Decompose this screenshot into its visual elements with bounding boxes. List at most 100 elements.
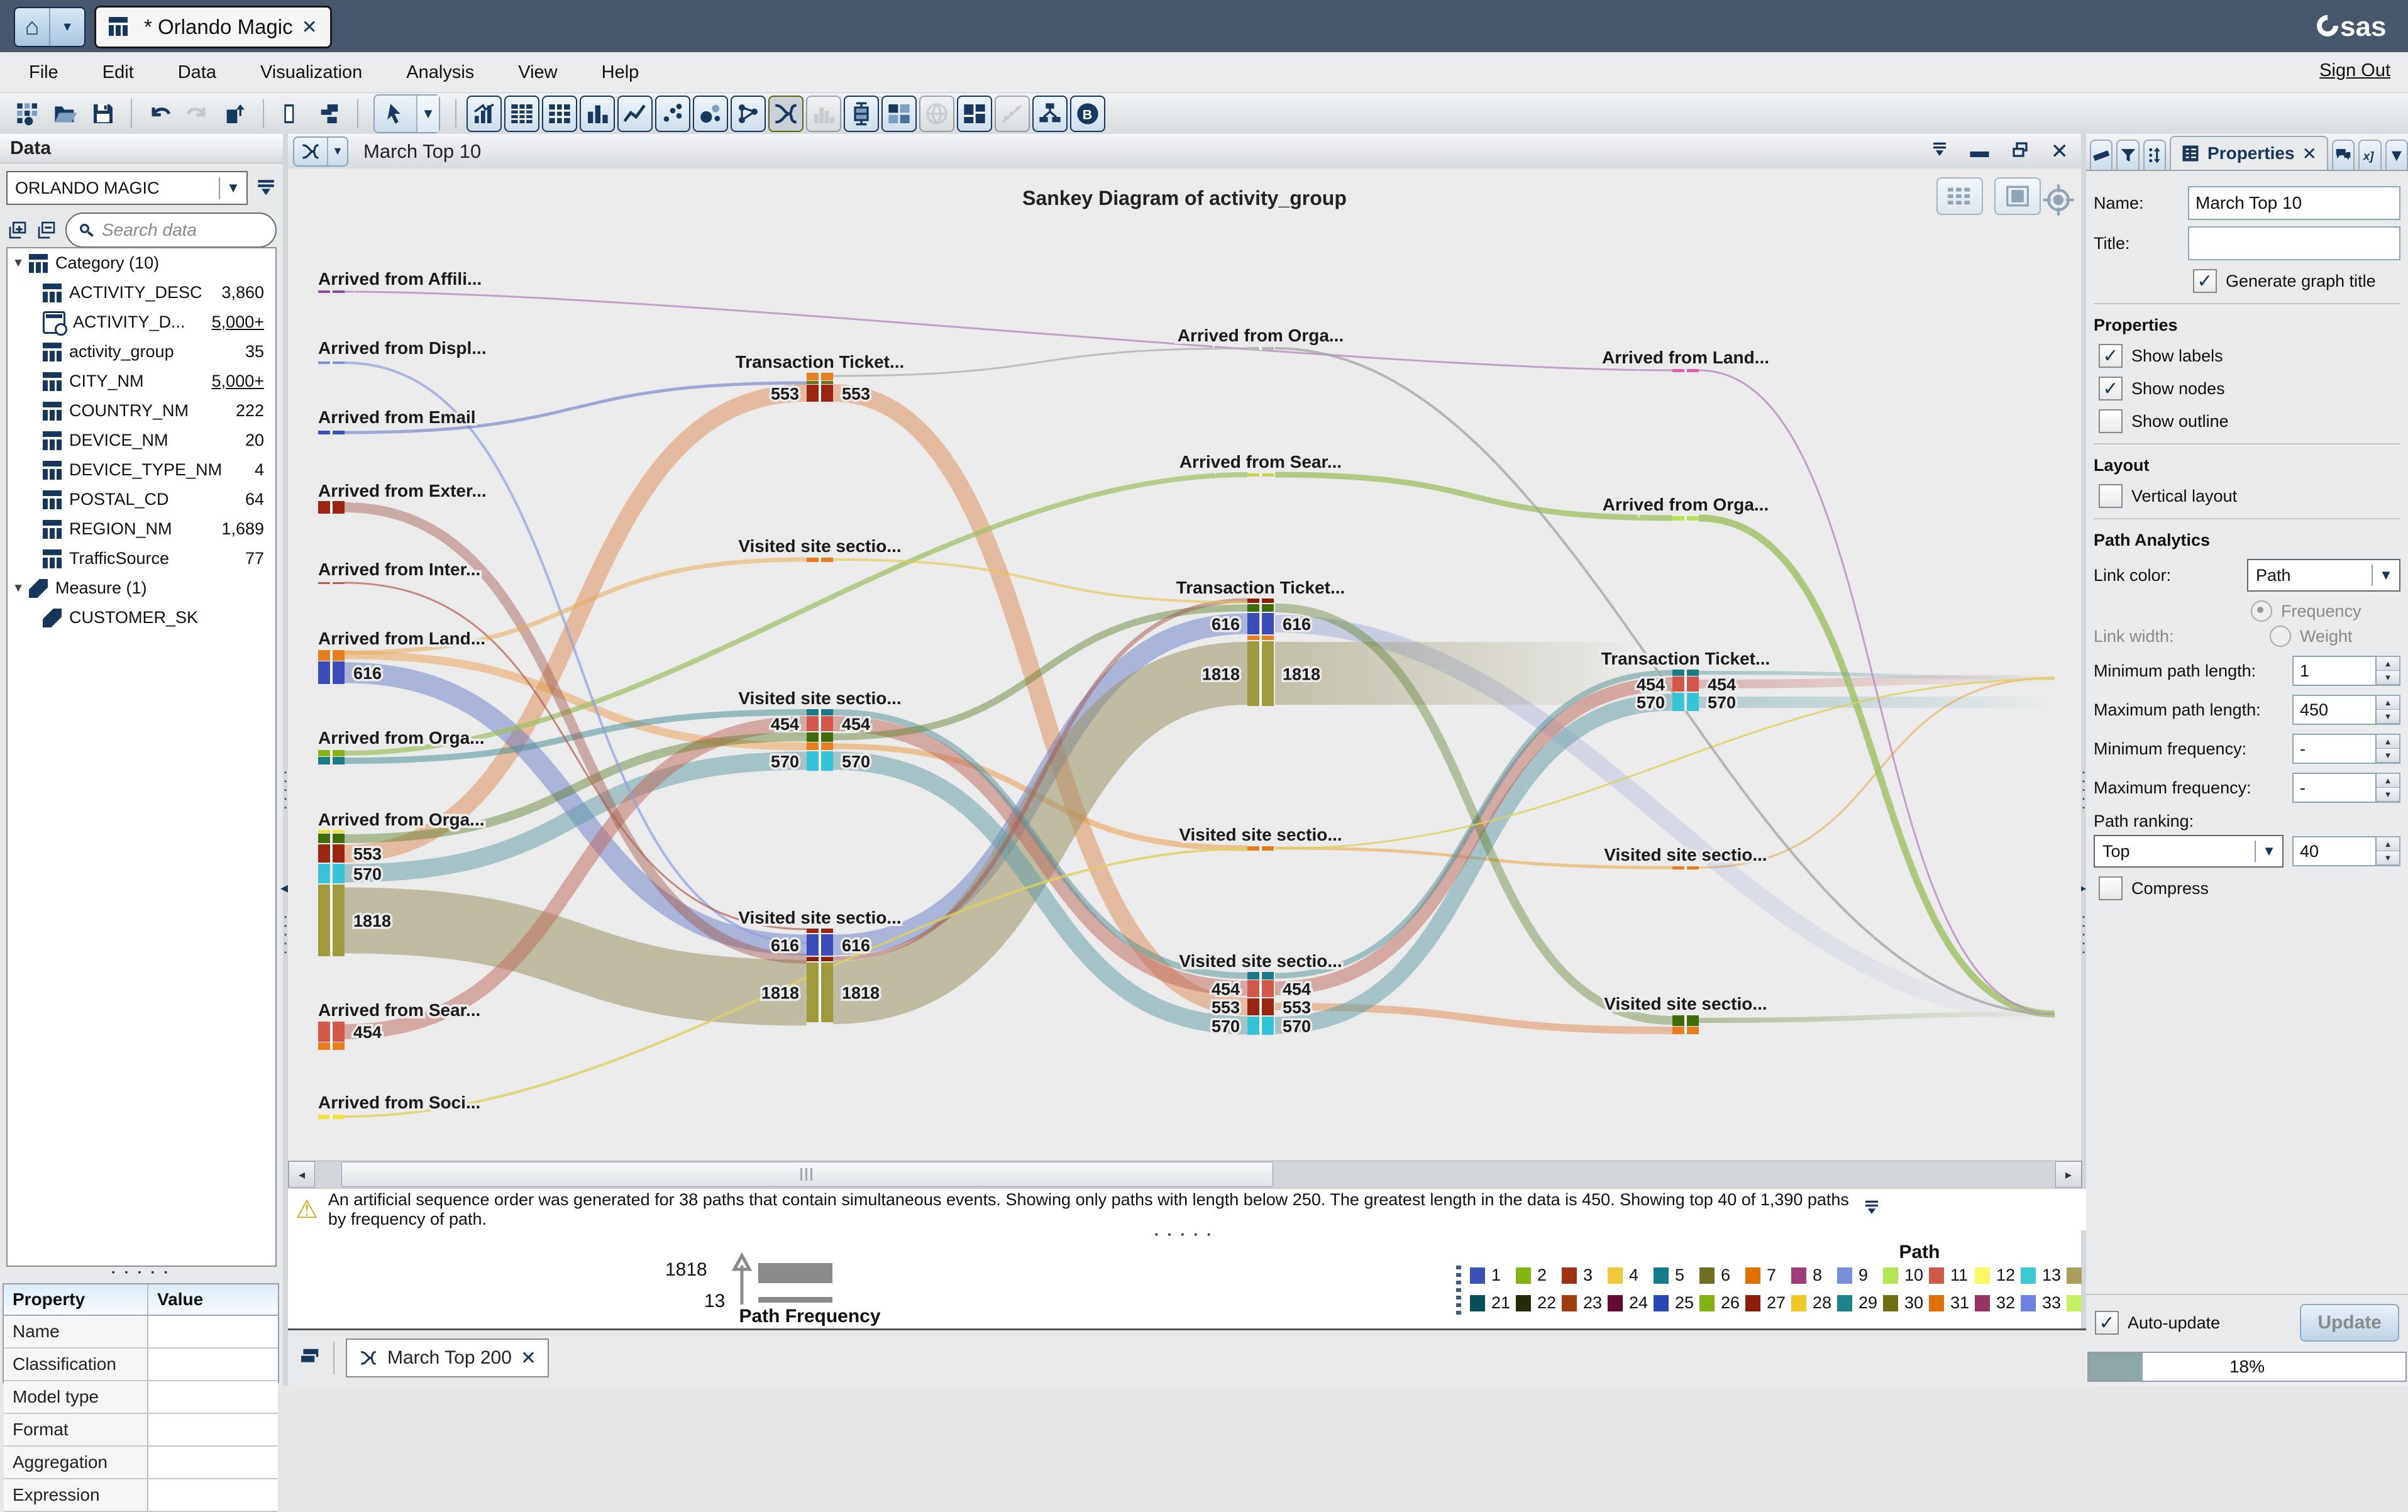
- disclosure-triangle-icon[interactable]: ▼: [8, 257, 29, 270]
- legend-toggle-button[interactable]: [1936, 177, 1983, 215]
- sankey-node[interactable]: [1672, 676, 1684, 692]
- left-splitter[interactable]: ▪▪▪▪▪ ◂ ▪▪▪▪▪: [283, 134, 288, 1386]
- sankey-node[interactable]: [318, 1042, 330, 1050]
- path-legend-item-9[interactable]: 9: [1837, 1266, 1868, 1285]
- sankey-node[interactable]: [318, 834, 330, 843]
- path-legend-item-24[interactable]: 24: [1608, 1293, 1648, 1313]
- sankey-node[interactable]: [318, 661, 330, 684]
- path-legend-item-21[interactable]: 21: [1470, 1293, 1510, 1313]
- sankey-node[interactable]: [318, 582, 330, 584]
- sankey-node[interactable]: [1687, 676, 1699, 692]
- sankey-node[interactable]: [1687, 1027, 1699, 1034]
- bubble-plot-button[interactable]: [693, 96, 728, 132]
- menu-file[interactable]: File: [29, 62, 58, 83]
- panel-resize-handle[interactable]: ▪ ▪ ▪ ▪ ▪: [0, 1267, 283, 1277]
- sankey-node[interactable]: [1672, 369, 1684, 372]
- sankey-node[interactable]: [1687, 866, 1699, 869]
- sankey-node[interactable]: [1262, 473, 1274, 477]
- tab-measures[interactable]: [2090, 140, 2113, 170]
- menu-edit[interactable]: Edit: [102, 62, 134, 83]
- sankey-node[interactable]: [807, 732, 819, 742]
- sankey-node[interactable]: [807, 963, 819, 1022]
- sankey-node[interactable]: [333, 582, 345, 584]
- max-path-length-stepper[interactable]: 450 ▲▼: [2292, 695, 2400, 725]
- tab-filters[interactable]: [2116, 140, 2139, 170]
- right-pane-toggle-button[interactable]: [312, 96, 347, 132]
- visualization-type-button[interactable]: ▼: [293, 136, 348, 167]
- generate-title-checkbox[interactable]: ✓: [2193, 269, 2217, 293]
- path-legend-item-28[interactable]: 28: [1791, 1293, 1831, 1313]
- step-down-icon[interactable]: ▼: [2377, 851, 2399, 865]
- sankey-node[interactable]: [1262, 613, 1274, 634]
- tree-item-customer-sk[interactable]: CUSTOMER_SK: [8, 603, 275, 632]
- step-up-icon[interactable]: ▲: [2377, 696, 2399, 710]
- close-window-icon[interactable]: ✕: [2051, 139, 2069, 164]
- sankey-node[interactable]: [1687, 693, 1699, 711]
- sankey-node[interactable]: [318, 757, 330, 764]
- sankey-node[interactable]: [807, 742, 819, 750]
- title-input[interactable]: [2188, 226, 2400, 260]
- path-ranking-count-stepper[interactable]: 40 ▲▼: [2292, 836, 2400, 866]
- sankey-node[interactable]: [318, 650, 330, 661]
- sankey-node[interactable]: [1687, 1015, 1699, 1026]
- data-options-icon[interactable]: [255, 177, 277, 199]
- treemap-button[interactable]: [957, 96, 992, 132]
- sankey-node[interactable]: [1672, 1015, 1684, 1026]
- sign-out-link[interactable]: Sign Out: [2319, 60, 2390, 81]
- show-labels-checkbox[interactable]: ✓: [2099, 344, 2123, 368]
- sankey-node[interactable]: [333, 431, 345, 434]
- menu-view[interactable]: View: [518, 62, 557, 83]
- sankey-node[interactable]: [1262, 641, 1274, 706]
- tab-properties[interactable]: Properties ✕: [2170, 136, 2328, 170]
- line-chart-button[interactable]: [617, 96, 653, 132]
- sankey-node[interactable]: [1247, 998, 1259, 1015]
- menu-analysis[interactable]: Analysis: [406, 62, 474, 83]
- path-legend-item-11[interactable]: 11: [1929, 1266, 1968, 1285]
- window-filter-icon[interactable]: [1930, 140, 1949, 162]
- sankey-node[interactable]: [333, 834, 345, 843]
- sankey-node[interactable]: [821, 742, 833, 750]
- chevron-down-icon[interactable]: ▼: [327, 138, 347, 165]
- sankey-node[interactable]: [1262, 998, 1274, 1015]
- sankey-node[interactable]: [821, 709, 833, 715]
- sankey-node[interactable]: [1247, 972, 1259, 979]
- new-report-button[interactable]: [10, 96, 45, 132]
- word-cloud-button[interactable]: B: [1070, 96, 1105, 132]
- sankey-node[interactable]: [333, 650, 345, 661]
- sankey-node[interactable]: [1247, 599, 1259, 603]
- sankey-node[interactable]: [318, 290, 330, 293]
- sankey-node[interactable]: [807, 929, 819, 933]
- sankey-node[interactable]: [1247, 347, 1259, 350]
- sankey-node[interactable]: [1672, 1027, 1684, 1034]
- minimize-icon[interactable]: ▬: [1970, 141, 1989, 162]
- close-document-icon[interactable]: ✕: [302, 16, 318, 38]
- sankey-node[interactable]: [821, 558, 833, 562]
- pointer-mode-button[interactable]: ▼: [373, 94, 440, 133]
- document-tab[interactable]: * Orlando Magic ✕: [94, 6, 332, 48]
- vertical-layout-checkbox[interactable]: [2099, 484, 2123, 508]
- sankey-link[interactable]: [1699, 370, 2055, 1014]
- restore-icon[interactable]: [2011, 140, 2030, 162]
- decision-tree-button[interactable]: [1032, 96, 1068, 132]
- path-legend-item-4[interactable]: 4: [1608, 1266, 1638, 1285]
- tab-expression[interactable]: x]: [2358, 140, 2381, 170]
- disclosure-triangle-icon[interactable]: ▼: [8, 582, 29, 595]
- sankey-node[interactable]: [1262, 599, 1274, 603]
- min-frequency-stepper[interactable]: - ▲▼: [2292, 734, 2400, 764]
- filter-details-icon[interactable]: [1862, 1198, 2089, 1222]
- sankey-node[interactable]: [1247, 604, 1259, 612]
- path-ranking-count-value[interactable]: 40: [2292, 836, 2377, 866]
- sankey-node[interactable]: [318, 885, 330, 956]
- pan-target-icon[interactable]: [2041, 182, 2076, 221]
- step-up-icon[interactable]: ▲: [2377, 735, 2399, 749]
- crosstab-button[interactable]: [467, 96, 502, 132]
- sankey-node[interactable]: [333, 501, 345, 514]
- sankey-node[interactable]: [1687, 670, 1699, 676]
- expand-all-icon[interactable]: [8, 220, 28, 240]
- path-legend-item-12[interactable]: 12: [1975, 1266, 2015, 1285]
- sankey-node[interactable]: [821, 716, 833, 731]
- path-legend-item-27[interactable]: 27: [1745, 1293, 1786, 1313]
